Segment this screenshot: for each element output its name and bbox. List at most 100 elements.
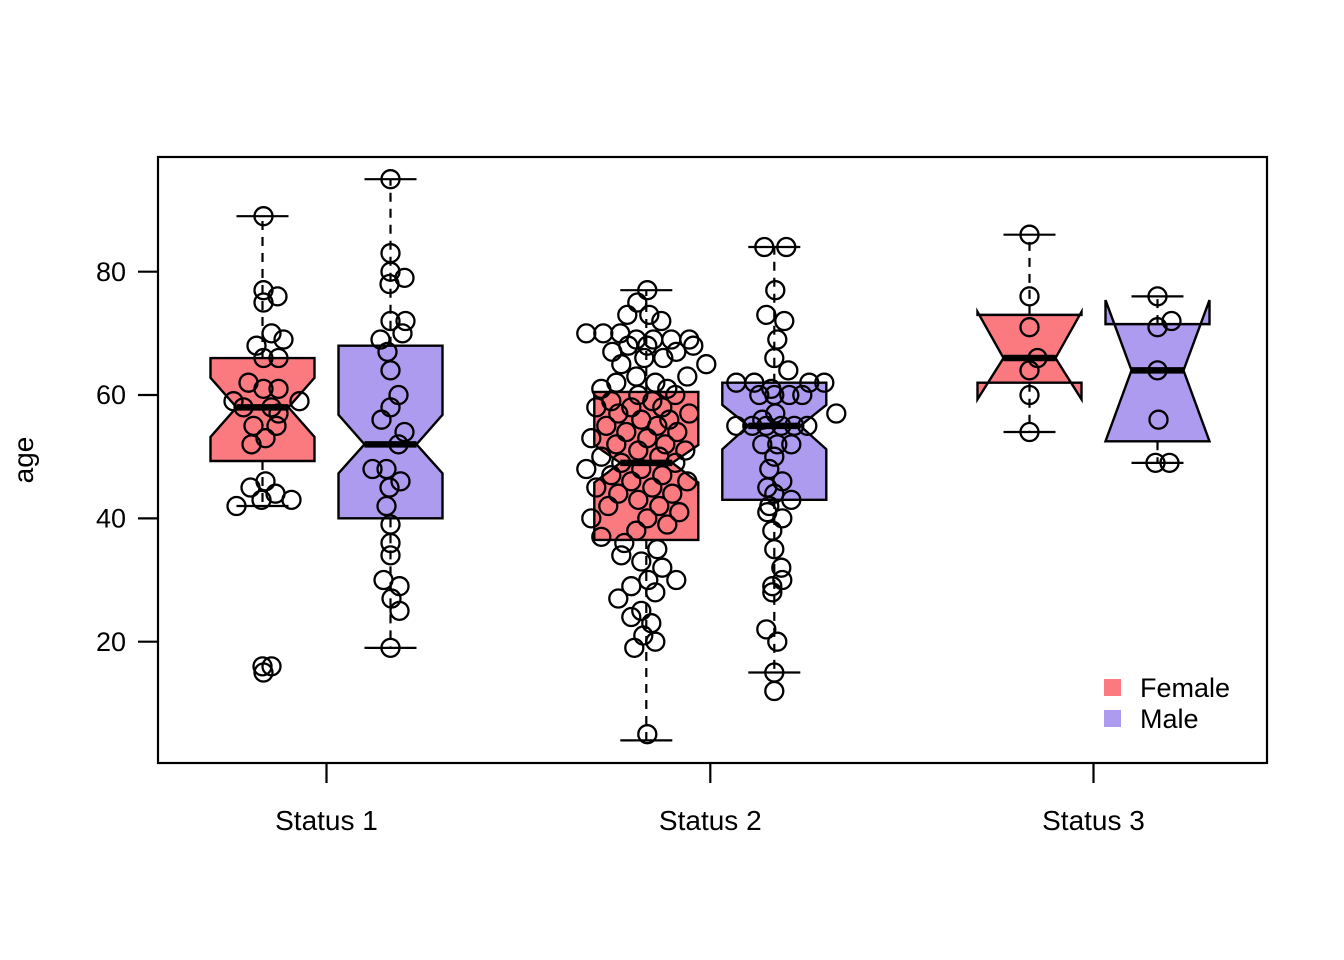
data-point-status2-female — [637, 280, 658, 301]
data-point-status3-male — [1147, 360, 1168, 381]
data-point-status3-female — [1019, 384, 1040, 406]
data-point-status1-male — [376, 495, 397, 517]
data-point-status3-male — [1148, 409, 1169, 430]
data-point-status2-female — [651, 310, 672, 332]
data-point-status2-male — [756, 619, 777, 640]
data-point-status2-female — [666, 569, 687, 591]
data-point-status2-male — [764, 446, 785, 467]
data-point-status2-female — [631, 458, 652, 480]
data-point-status2-female — [626, 520, 647, 541]
data-point-status2-female — [634, 347, 655, 369]
data-point-status2-female — [649, 495, 670, 517]
data-point-status1-male — [379, 273, 400, 295]
x-axis-category-label: Status 2 — [659, 805, 762, 836]
y-axis-tick-label: 60 — [96, 380, 126, 410]
data-point-status2-male — [762, 582, 783, 603]
data-point-status2-female — [661, 329, 682, 350]
data-point-status2-male — [799, 372, 820, 393]
data-point-status1-female — [240, 477, 261, 498]
data-point-status2-male — [762, 576, 783, 597]
data-point-status2-female — [586, 477, 607, 498]
data-point-status1-female — [268, 347, 289, 369]
data-point-status2-female — [602, 341, 623, 363]
data-point-status2-female — [621, 397, 642, 418]
data-point-status3-female — [1019, 286, 1040, 307]
data-point-status2-female — [591, 446, 612, 467]
data-point-status2-female — [606, 434, 627, 455]
legend-swatch-male — [1104, 710, 1121, 727]
data-point-status1-male — [380, 360, 401, 381]
legend-label-female: Female — [1140, 673, 1230, 703]
data-point-status1-female — [281, 489, 302, 511]
data-point-status2-male — [742, 415, 763, 437]
data-point-status2-female — [591, 378, 612, 400]
data-point-status1-female — [273, 329, 294, 350]
data-point-status2-male — [826, 403, 847, 424]
data-point-status1-female — [253, 292, 274, 313]
data-point-status2-male — [772, 569, 793, 591]
data-point-status2-female — [598, 495, 619, 517]
data-point-status2-male — [767, 631, 788, 652]
data-point-status3-male — [1159, 452, 1180, 474]
data-point-status2-female — [655, 434, 676, 455]
data-point-status2-male — [749, 384, 770, 406]
data-point-status2-male — [776, 236, 797, 258]
data-point-status1-male — [388, 434, 409, 455]
data-point-status2-female — [621, 606, 642, 628]
data-point-status1-female — [289, 391, 310, 412]
data-point-status2-female — [677, 366, 698, 387]
legend-swatch-female — [1104, 679, 1121, 696]
data-point-status1-male — [392, 323, 413, 344]
data-point-status2-female — [576, 458, 597, 480]
data-point-status1-male — [380, 532, 401, 554]
legend-label-male: Male — [1140, 704, 1199, 734]
notched-box-status1-male — [337, 344, 444, 520]
data-point-status2-female — [669, 502, 690, 523]
data-point-status2-female — [652, 397, 673, 418]
data-point-status2-female — [683, 335, 704, 356]
data-point-status2-female — [593, 323, 614, 344]
data-point-status2-male — [781, 489, 802, 511]
data-point-status2-female — [639, 304, 660, 326]
data-point-status1-male — [380, 169, 401, 190]
data-point-status3-female — [1019, 360, 1040, 381]
data-point-status1-female — [261, 397, 282, 418]
data-point-status2-female — [679, 403, 700, 424]
data-point-status3-male — [1147, 317, 1168, 338]
data-point-status2-female — [666, 341, 687, 363]
data-point-status2-female — [696, 354, 717, 375]
data-point-status1-female — [268, 378, 289, 400]
data-point-status2-female — [637, 724, 658, 745]
data-point-status2-female — [675, 440, 696, 461]
data-point-status2-female — [642, 391, 663, 412]
data-point-status2-male — [762, 520, 783, 541]
data-point-status2-female — [642, 477, 663, 498]
data-point-status2-female — [627, 292, 648, 313]
data-point-status2-female — [614, 532, 635, 554]
data-point-status1-female — [246, 335, 267, 356]
data-point-status2-female — [621, 471, 642, 492]
data-point-status1-female — [266, 415, 287, 437]
data-point-status2-female — [631, 600, 652, 622]
data-point-status2-female — [586, 397, 607, 418]
data-point-status2-female — [647, 415, 668, 437]
data-point-status2-male — [781, 434, 802, 455]
data-point-status2-male — [756, 304, 777, 326]
data-point-status1-male — [371, 409, 392, 430]
data-point-status2-female — [624, 637, 645, 659]
data-point-status2-female — [628, 489, 649, 511]
data-point-status1-female — [253, 347, 274, 369]
data-point-status2-female — [653, 347, 674, 369]
data-point-status1-male — [380, 545, 401, 566]
data-point-status1-male — [380, 310, 401, 332]
data-point-status2-female — [637, 335, 658, 356]
data-point-status2-female — [631, 551, 652, 572]
data-point-status1-male — [394, 421, 415, 443]
y-axis-tick-label: 20 — [96, 627, 126, 657]
data-point-status2-male — [756, 415, 777, 437]
data-point-status2-female — [652, 465, 673, 486]
data-point-status2-female — [611, 452, 632, 474]
data-point-status2-female — [581, 428, 602, 449]
data-point-status2-female — [616, 421, 637, 443]
data-point-status2-female — [645, 582, 666, 603]
